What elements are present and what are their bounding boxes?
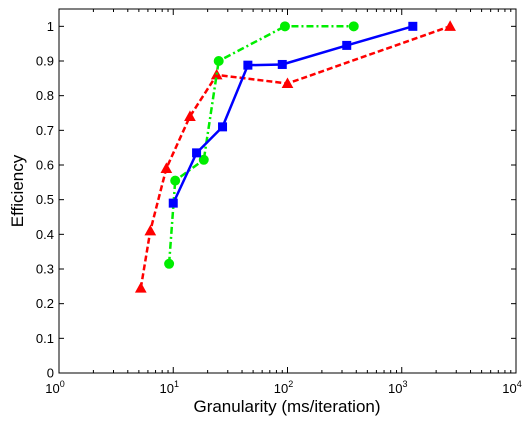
y-tick-label: 0.6 xyxy=(36,158,54,173)
y-tick-label: 0.7 xyxy=(36,123,54,138)
data-point-triangle xyxy=(281,77,294,89)
y-tick-label: 0.1 xyxy=(36,331,54,346)
series-line-circle xyxy=(167,25,354,264)
data-point-square xyxy=(243,60,253,70)
x-tick-label-exponent: 0 xyxy=(60,379,65,389)
data-point-circle xyxy=(348,21,359,32)
data-point-square xyxy=(218,122,228,132)
x-tick-label: 100 xyxy=(45,379,64,396)
data-point-circle xyxy=(164,258,175,269)
series-square xyxy=(168,21,418,208)
data-point-square xyxy=(342,40,352,50)
x-tick-label-exponent: 1 xyxy=(174,379,179,389)
x-tick-label: 102 xyxy=(274,379,293,396)
x-tick-label-base: 10 xyxy=(160,381,174,396)
y-tick-label: 0.9 xyxy=(36,54,54,69)
data-point-square xyxy=(168,198,178,208)
y-tick-label: 0 xyxy=(47,366,54,381)
x-tick-label-exponent: 4 xyxy=(517,379,522,389)
data-point-triangle xyxy=(144,224,157,236)
y-axis-title: Efficiency xyxy=(8,154,27,227)
series-layer xyxy=(134,20,456,293)
data-point-triangle xyxy=(184,110,196,121)
x-tick-label-exponent: 3 xyxy=(402,379,407,389)
data-point-square xyxy=(277,59,287,69)
data-point-triangle xyxy=(160,162,173,173)
data-point-circle xyxy=(213,56,224,66)
data-point-circle xyxy=(198,154,209,165)
y-tick-label: 0.3 xyxy=(36,262,54,277)
data-point-triangle xyxy=(444,20,456,31)
x-tick-label-base: 10 xyxy=(388,381,402,396)
x-tick-label-base: 10 xyxy=(45,381,59,396)
x-tick-label: 101 xyxy=(160,379,179,396)
x-tick-label-base: 10 xyxy=(274,381,288,396)
x-tick-label-base: 10 xyxy=(502,381,516,396)
y-tick-label: 0.5 xyxy=(36,192,54,207)
plot-frame xyxy=(58,8,517,374)
data-point-circle xyxy=(279,21,290,32)
plot-area xyxy=(59,9,516,373)
y-tick-label: 0.8 xyxy=(36,88,54,103)
y-tick-label: 0.4 xyxy=(36,227,54,242)
x-tick-label: 103 xyxy=(388,379,407,396)
x-tick-label: 104 xyxy=(502,379,521,396)
series-triangle xyxy=(134,20,456,293)
series-circle xyxy=(164,21,359,269)
data-point-square xyxy=(192,148,202,158)
y-tick-label: 1 xyxy=(47,19,54,34)
data-point-triangle xyxy=(134,282,147,293)
x-tick-label-exponent: 2 xyxy=(288,379,293,389)
x-axis-title: Granularity (ms/iteration) xyxy=(193,397,380,416)
data-point-square xyxy=(408,21,418,31)
data-point-circle xyxy=(170,175,181,186)
y-tick-label: 0.2 xyxy=(36,296,54,311)
